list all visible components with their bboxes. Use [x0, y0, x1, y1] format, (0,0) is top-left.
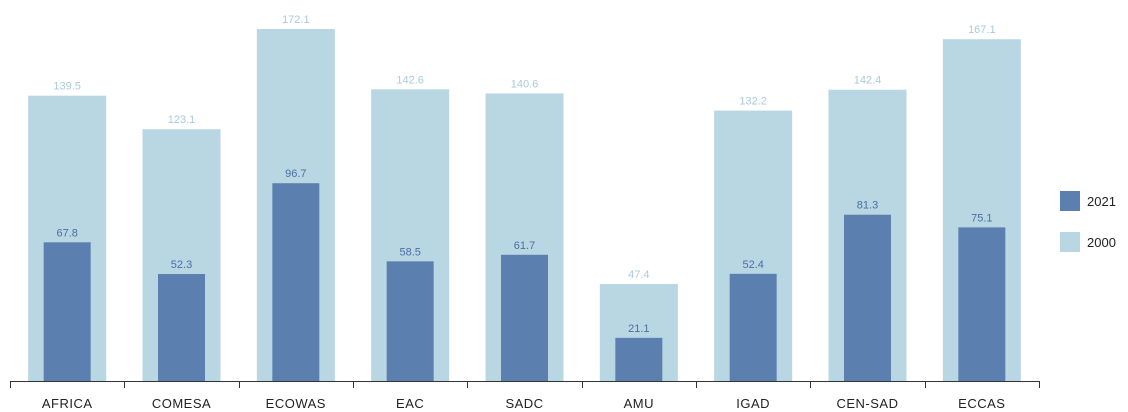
tick-label-eac: EAC — [396, 396, 424, 411]
bar-2021-sadc — [501, 254, 548, 381]
bar-2021-eac — [386, 261, 434, 381]
value-label-2000-sadc: 140.6 — [511, 78, 539, 90]
legend-swatch-2000 — [1060, 232, 1080, 252]
bar-2021-cen-sad — [844, 214, 891, 381]
tick-label-cen-sad: CEN-SAD — [836, 396, 898, 411]
value-label-2021-eccas: 75.1 — [971, 212, 992, 224]
value-label-2000-africa: 139.5 — [53, 81, 81, 93]
value-label-2000-comesa: 123.1 — [168, 114, 196, 126]
tick-label-ecowas: ECOWAS — [266, 396, 326, 411]
value-label-2000-ecowas: 172.1 — [282, 14, 310, 26]
legend-label-2021: 2021 — [1087, 194, 1116, 209]
value-label-2021-eac: 58.5 — [399, 246, 420, 258]
value-label-2000-amu: 47.4 — [628, 269, 649, 281]
bar-2021-ecowas — [272, 183, 320, 381]
value-label-2021-ecowas: 96.7 — [285, 168, 306, 180]
value-label-2021-comesa: 52.3 — [171, 259, 192, 271]
value-label-2000-eac: 142.6 — [396, 74, 424, 86]
bar-2021-comesa — [158, 274, 205, 381]
value-label-2021-africa: 67.8 — [56, 227, 77, 239]
value-label-2021-cen-sad: 81.3 — [857, 200, 878, 212]
value-label-2021-sadc: 61.7 — [514, 240, 535, 252]
legend-label-2000: 2000 — [1087, 235, 1116, 250]
x-axis-tick-labels: AFRICA COMESA ECOWAS EAC SADC AMU IGAD CEN-SAD E… — [42, 396, 1005, 411]
legend-swatch-2021 — [1060, 191, 1080, 211]
bar-2021-igad — [729, 273, 777, 381]
value-label-2021-igad: 52.4 — [742, 259, 763, 271]
tick-label-sadc: SADC — [505, 396, 543, 411]
series-2021-bars — [43, 183, 1006, 381]
legend: 2021 2000 — [1060, 191, 1116, 252]
bar-2021-eccas — [958, 227, 1006, 381]
series-2000-value-labels: 139.5 123.1 172.1 142.6 140.6 47.4 132.2 142.4 1… — [53, 14, 995, 281]
tick-label-igad: IGAD — [736, 396, 770, 411]
value-label-2000-igad: 132.2 — [739, 96, 767, 108]
value-label-2000-cen-sad: 142.4 — [854, 75, 882, 87]
value-label-2021-amu: 21.1 — [628, 323, 649, 335]
x-axis — [10, 381, 1040, 388]
tick-label-amu: AMU — [624, 396, 654, 411]
bar-2021-africa — [43, 242, 91, 381]
series-2021-value-labels: 67.8 52.3 96.7 58.5 61.7 21.1 52.4 81.3 75.1 — [56, 168, 992, 335]
value-label-2000-eccas: 167.1 — [968, 24, 996, 36]
tick-label-eccas: ECCAS — [958, 396, 1005, 411]
tick-label-comesa: COMESA — [152, 396, 211, 411]
tick-label-africa: AFRICA — [42, 396, 93, 411]
bar-2021-amu — [615, 337, 663, 381]
